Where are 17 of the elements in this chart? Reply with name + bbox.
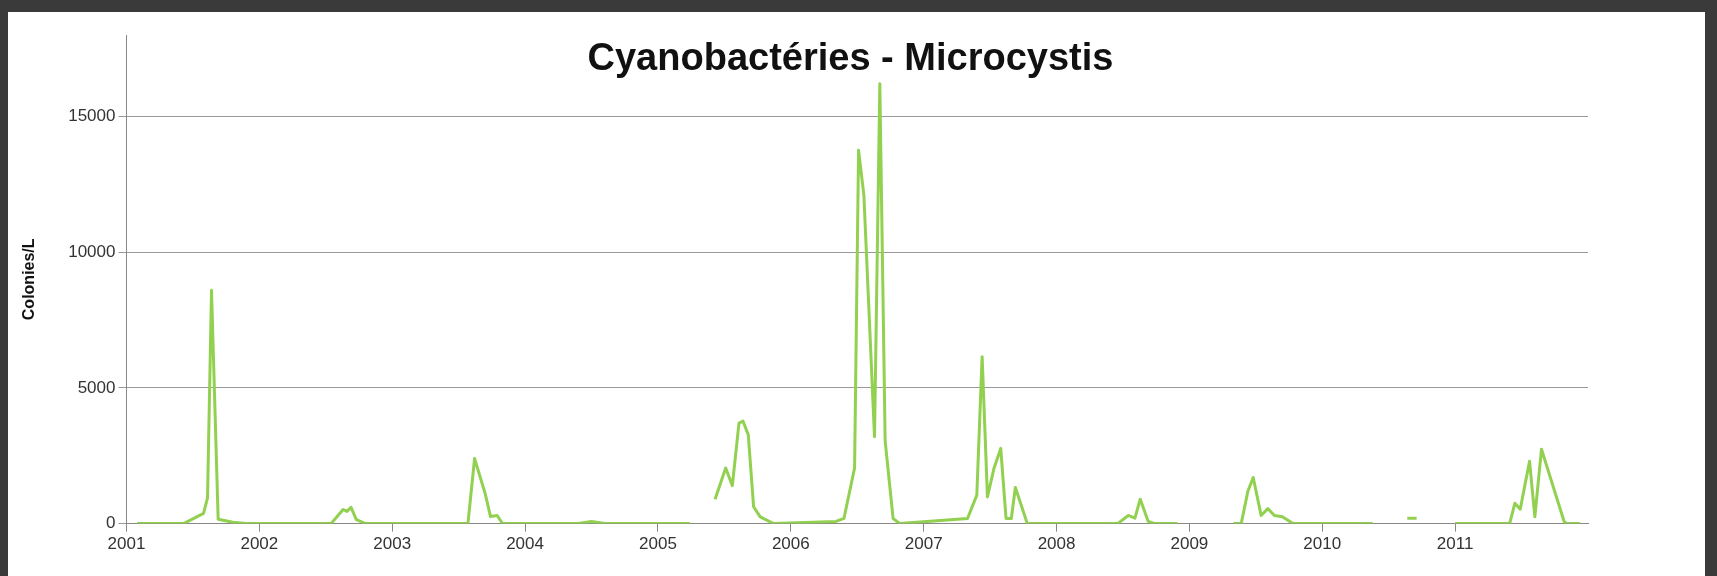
x-tick-label: 2008 xyxy=(1037,534,1076,554)
x-tick-label: 2011 xyxy=(1436,534,1474,554)
x-tick-label: 2006 xyxy=(771,534,810,554)
x-tick-label: 2010 xyxy=(1303,534,1342,554)
x-tick-label: 2001 xyxy=(107,534,146,554)
x-tick-label: 2007 xyxy=(904,534,943,554)
y-tick-label: 10000 xyxy=(68,241,116,261)
x-tick-label: 2005 xyxy=(639,534,677,554)
y-axis-title: Colonies/L xyxy=(20,238,38,321)
x-tick-label: 2002 xyxy=(240,534,279,554)
y-tick-label: 5000 xyxy=(77,377,116,397)
chart-title: Cyanobactéries - Microcystis xyxy=(587,36,1114,79)
y-tick-label: 0 xyxy=(106,513,116,533)
x-tick-label: 2004 xyxy=(506,534,544,554)
x-tick-label: 2009 xyxy=(1170,534,1209,554)
x-tick-label: 2003 xyxy=(373,534,412,554)
y-tick-label: 15000 xyxy=(68,106,116,126)
